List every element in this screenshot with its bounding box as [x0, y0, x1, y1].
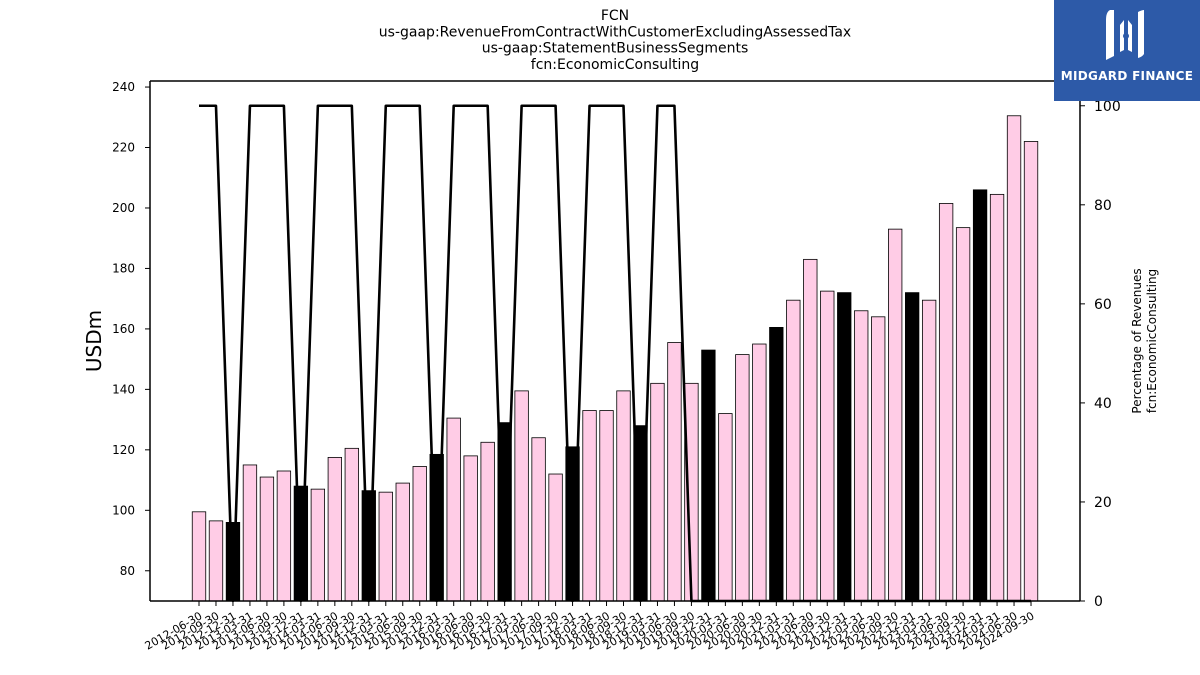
y-tick-label: 180: [112, 261, 135, 275]
bar: [786, 299, 801, 602]
bar: [989, 193, 1005, 602]
bar: [259, 476, 275, 602]
y2-axis-ticks: 0 20 40 60 80 100: [1080, 99, 1121, 610]
y-tick-label: 160: [112, 322, 135, 336]
y-tick-label: 140: [112, 382, 135, 396]
chart-title-line: fcn:EconomicConsulting: [531, 57, 699, 73]
y-tick-label: 200: [112, 201, 135, 215]
y-tick-label: 240: [112, 80, 135, 94]
y2-tick-label: 60: [1094, 297, 1112, 313]
bar: [735, 354, 750, 602]
bar-highlight: [972, 189, 988, 602]
bar-highlight: [837, 292, 852, 602]
axes: [149, 80, 1081, 602]
bar: [667, 342, 682, 602]
y-axis-ticks: 80 100 120 140 160 180 200 220 240: [112, 80, 150, 578]
bar: [871, 316, 886, 602]
y2-axis-label: Percentage of Revenues fcn:EconomicConsul…: [1130, 268, 1159, 413]
bar: [327, 456, 342, 602]
bar: [208, 520, 224, 602]
bar: [582, 410, 597, 602]
y-tick-label: 220: [112, 141, 135, 155]
bar: [650, 382, 665, 602]
y2-axis-label-line: Percentage of Revenues: [1130, 268, 1144, 413]
bar: [463, 455, 478, 602]
bar: [514, 390, 529, 602]
bar: [955, 227, 971, 602]
bar: [854, 310, 869, 602]
y2-tick-label: 80: [1094, 198, 1112, 214]
y2-tick-label: 40: [1094, 396, 1112, 412]
bar: [616, 390, 631, 602]
bar-highlight: [701, 349, 716, 602]
bar: [395, 482, 410, 602]
chart-title-line: us-gaap:StatementBusinessSegments: [482, 41, 749, 57]
y2-tick-label: 20: [1094, 495, 1112, 511]
y-axis-label: USDm: [82, 310, 106, 372]
bar: [1006, 115, 1022, 602]
bar: [1023, 141, 1039, 602]
logo-text: MIDGARD FINANCE: [1060, 69, 1194, 83]
bar: [191, 511, 207, 602]
bar: [378, 491, 393, 602]
y-tick-label: 80: [120, 564, 135, 578]
chart-title-line: FCN: [601, 8, 629, 24]
bar: [344, 447, 359, 602]
bar-highlight: [769, 326, 784, 602]
bar: [548, 473, 563, 602]
bar: [310, 488, 326, 602]
bar-highlight: [905, 292, 920, 602]
bar: [888, 228, 903, 602]
bar: [480, 441, 495, 602]
bar: [938, 203, 954, 602]
bar: [242, 464, 258, 602]
bar: [276, 470, 292, 602]
chart-title-line: us-gaap:RevenueFromContractWithCustomerE…: [379, 24, 851, 40]
bar: [921, 299, 937, 602]
bar: [531, 437, 546, 602]
bar-series: [191, 115, 1039, 602]
y-tick-label: 100: [112, 503, 135, 517]
y2-axis-label-line: fcn:EconomicConsulting: [1145, 269, 1159, 413]
y-tick-label: 120: [112, 443, 135, 457]
logo-mark-icon: [1106, 10, 1144, 60]
y2-tick-label: 100: [1094, 99, 1121, 115]
bar: [820, 290, 835, 602]
y2-tick-label: 0: [1094, 594, 1103, 610]
bar: [752, 343, 767, 602]
chart-title: FCNus-gaap:RevenueFromContractWithCustom…: [379, 8, 851, 73]
bar: [718, 413, 733, 602]
bar: [446, 417, 461, 602]
bar: [599, 410, 614, 602]
brand-logo: MIDGARD FINANCE: [1054, 0, 1200, 101]
bar: [803, 258, 818, 602]
x-axis-ticks: 2012-06-302012-09-302012-12-312013-03-31…: [143, 601, 1037, 653]
bar: [412, 466, 427, 602]
